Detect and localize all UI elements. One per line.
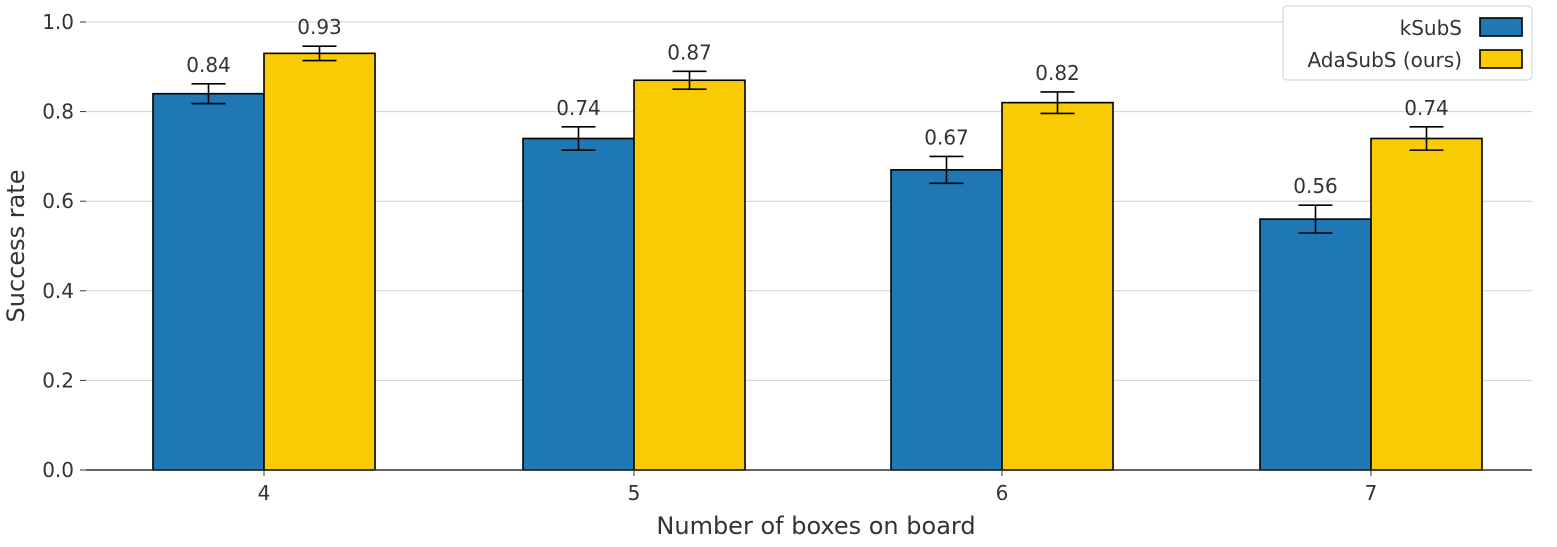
data-label: 0.87 — [667, 40, 712, 64]
legend: kSubS AdaSubS (ours) — [1283, 6, 1532, 80]
x-tick-label: 6 — [996, 481, 1009, 505]
y-tick-label: 0.6 — [42, 189, 74, 213]
bars — [153, 53, 1482, 470]
error-bars — [192, 46, 1444, 233]
bar — [634, 80, 745, 470]
bar — [1371, 138, 1482, 470]
data-label: 0.67 — [924, 125, 969, 149]
y-tick-label: 0.8 — [42, 100, 74, 124]
y-axis: 0.0 0.2 0.4 0.6 0.8 1.0 — [42, 10, 86, 482]
x-tick-label: 4 — [258, 481, 271, 505]
y-tick-label: 0.2 — [42, 368, 74, 392]
legend-swatch — [1480, 18, 1522, 36]
bar — [1002, 103, 1113, 470]
data-label: 0.74 — [1404, 96, 1449, 120]
legend-label: AdaSubS (ours) — [1307, 48, 1462, 72]
y-axis-title: Success rate — [2, 170, 30, 323]
bar — [523, 138, 634, 470]
x-tick-label: 7 — [1365, 481, 1378, 505]
bar — [891, 170, 1002, 470]
data-label: 0.82 — [1035, 61, 1080, 85]
data-label: 0.93 — [297, 15, 342, 39]
data-label: 0.84 — [186, 53, 231, 77]
x-axis: 4 5 6 7 — [86, 470, 1532, 505]
legend-label: kSubS — [1400, 16, 1462, 40]
bar — [1260, 219, 1371, 470]
bar — [153, 94, 264, 470]
y-tick-label: 0.0 — [42, 458, 74, 482]
data-label: 0.56 — [1293, 174, 1338, 198]
y-tick-label: 0.4 — [42, 279, 74, 303]
y-tick-label: 1.0 — [42, 10, 74, 34]
x-axis-title: Number of boxes on board — [656, 512, 975, 540]
bar — [264, 53, 375, 470]
x-tick-label: 5 — [628, 481, 641, 505]
legend-swatch — [1480, 50, 1522, 68]
data-label: 0.74 — [556, 96, 601, 120]
